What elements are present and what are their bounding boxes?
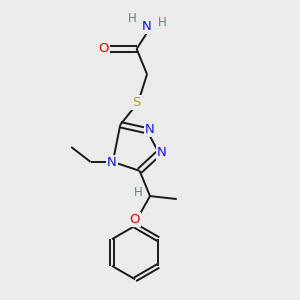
Text: H: H bbox=[134, 186, 142, 199]
Text: S: S bbox=[132, 96, 141, 109]
Text: N: N bbox=[142, 20, 152, 33]
Text: O: O bbox=[98, 42, 109, 56]
Text: N: N bbox=[107, 156, 117, 169]
Text: N: N bbox=[157, 146, 167, 160]
Text: O: O bbox=[129, 213, 140, 226]
Text: H: H bbox=[158, 16, 167, 29]
Text: N: N bbox=[145, 123, 155, 136]
Text: H: H bbox=[128, 12, 136, 26]
